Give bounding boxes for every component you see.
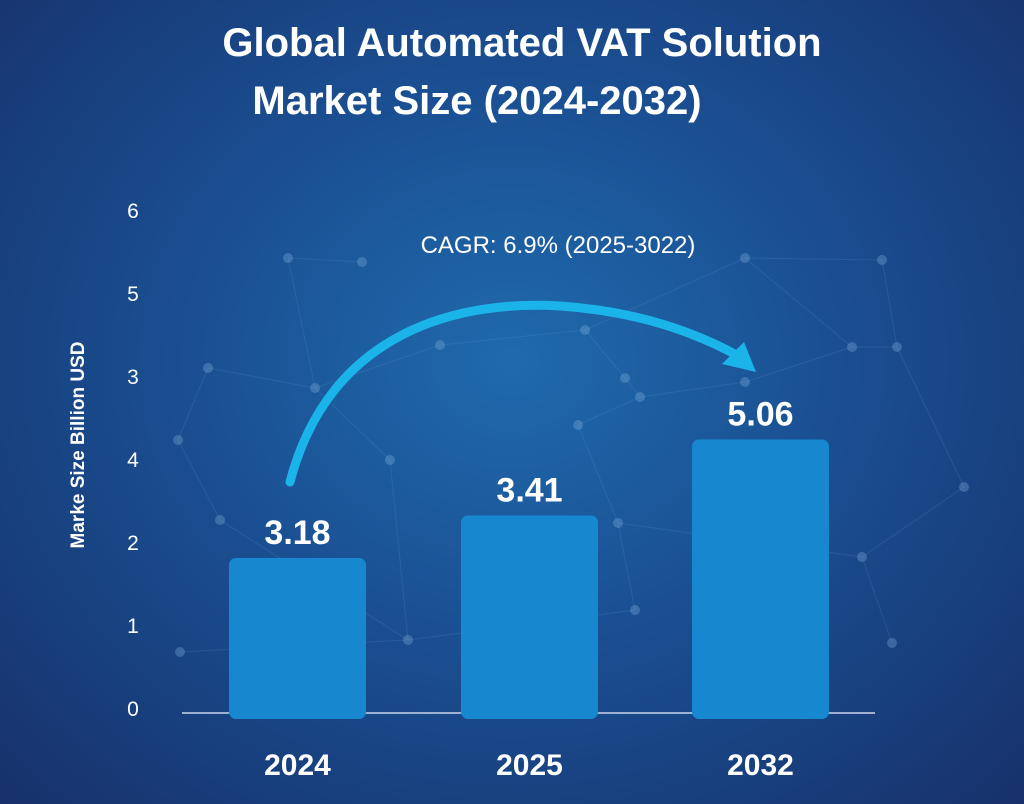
y-tick-label: 5 xyxy=(127,283,139,306)
network-node xyxy=(613,518,623,528)
y-tick-label: 0 xyxy=(127,698,139,721)
y-axis-label: Marke Size Billion USD xyxy=(68,342,89,549)
network-node xyxy=(740,253,750,263)
network-node xyxy=(847,342,857,352)
network-node xyxy=(310,383,320,393)
network-node xyxy=(887,638,897,648)
network-line xyxy=(389,459,409,641)
network-line xyxy=(639,381,746,398)
title-line-1: Global Automated VAT Solution xyxy=(222,21,822,65)
cagr-arrow xyxy=(285,300,747,487)
y-tick-label: 4 xyxy=(127,449,139,472)
network-node xyxy=(215,515,225,525)
x-tick-label: 2024 xyxy=(264,749,331,782)
network-line xyxy=(577,424,619,524)
network-node xyxy=(740,377,750,387)
network-line xyxy=(584,257,746,331)
data-label: 3.41 xyxy=(496,472,562,510)
network-line xyxy=(287,257,363,263)
network-line xyxy=(177,367,209,441)
bar-2025 xyxy=(461,515,598,719)
network-node xyxy=(892,342,902,352)
network-node xyxy=(857,552,867,562)
network-node xyxy=(635,392,645,402)
x-tick-label: 2032 xyxy=(727,749,794,782)
y-tick-label: 1 xyxy=(127,615,139,638)
network-line xyxy=(881,259,898,348)
network-line xyxy=(896,346,965,488)
arrow-head-icon xyxy=(722,342,756,372)
network-line xyxy=(861,556,893,644)
network-node xyxy=(403,635,413,645)
bar-2032 xyxy=(692,439,829,719)
network-node xyxy=(283,253,293,263)
y-tick-label: 6 xyxy=(127,200,139,223)
network-line xyxy=(584,329,626,379)
network-node xyxy=(573,420,583,430)
network-line xyxy=(744,257,883,261)
title-line-2: Market Size (2024-2032) xyxy=(252,79,702,123)
network-line xyxy=(314,344,441,389)
bar-2024 xyxy=(229,558,366,719)
y-tick-label: 3 xyxy=(127,366,139,389)
cagr-annotation: CAGR: 6.9% (2025-3022) xyxy=(421,232,696,259)
network-line xyxy=(207,367,316,389)
network-node xyxy=(630,605,640,615)
network-node xyxy=(357,257,367,267)
data-label: 3.18 xyxy=(264,514,330,552)
data-label: 5.06 xyxy=(727,396,793,434)
network-line xyxy=(287,257,316,389)
network-node xyxy=(435,340,445,350)
network-line xyxy=(744,346,853,383)
network-node xyxy=(173,435,183,445)
network-node xyxy=(203,363,213,373)
network-node xyxy=(580,325,590,335)
network-line xyxy=(861,486,965,558)
network-line xyxy=(439,329,586,346)
network-node xyxy=(620,373,630,383)
network-line xyxy=(744,257,853,348)
network-line xyxy=(177,439,221,521)
x-tick-label: 2025 xyxy=(496,749,563,782)
y-tick-label: 2 xyxy=(127,532,139,555)
network-line xyxy=(624,377,641,398)
network-node xyxy=(175,647,185,657)
network-line xyxy=(577,396,641,426)
network-node xyxy=(959,482,969,492)
chart-title: Global Automated VAT Solution Market Siz… xyxy=(0,14,1024,130)
network-line xyxy=(617,522,636,611)
network-node xyxy=(385,455,395,465)
network-node xyxy=(877,255,887,265)
